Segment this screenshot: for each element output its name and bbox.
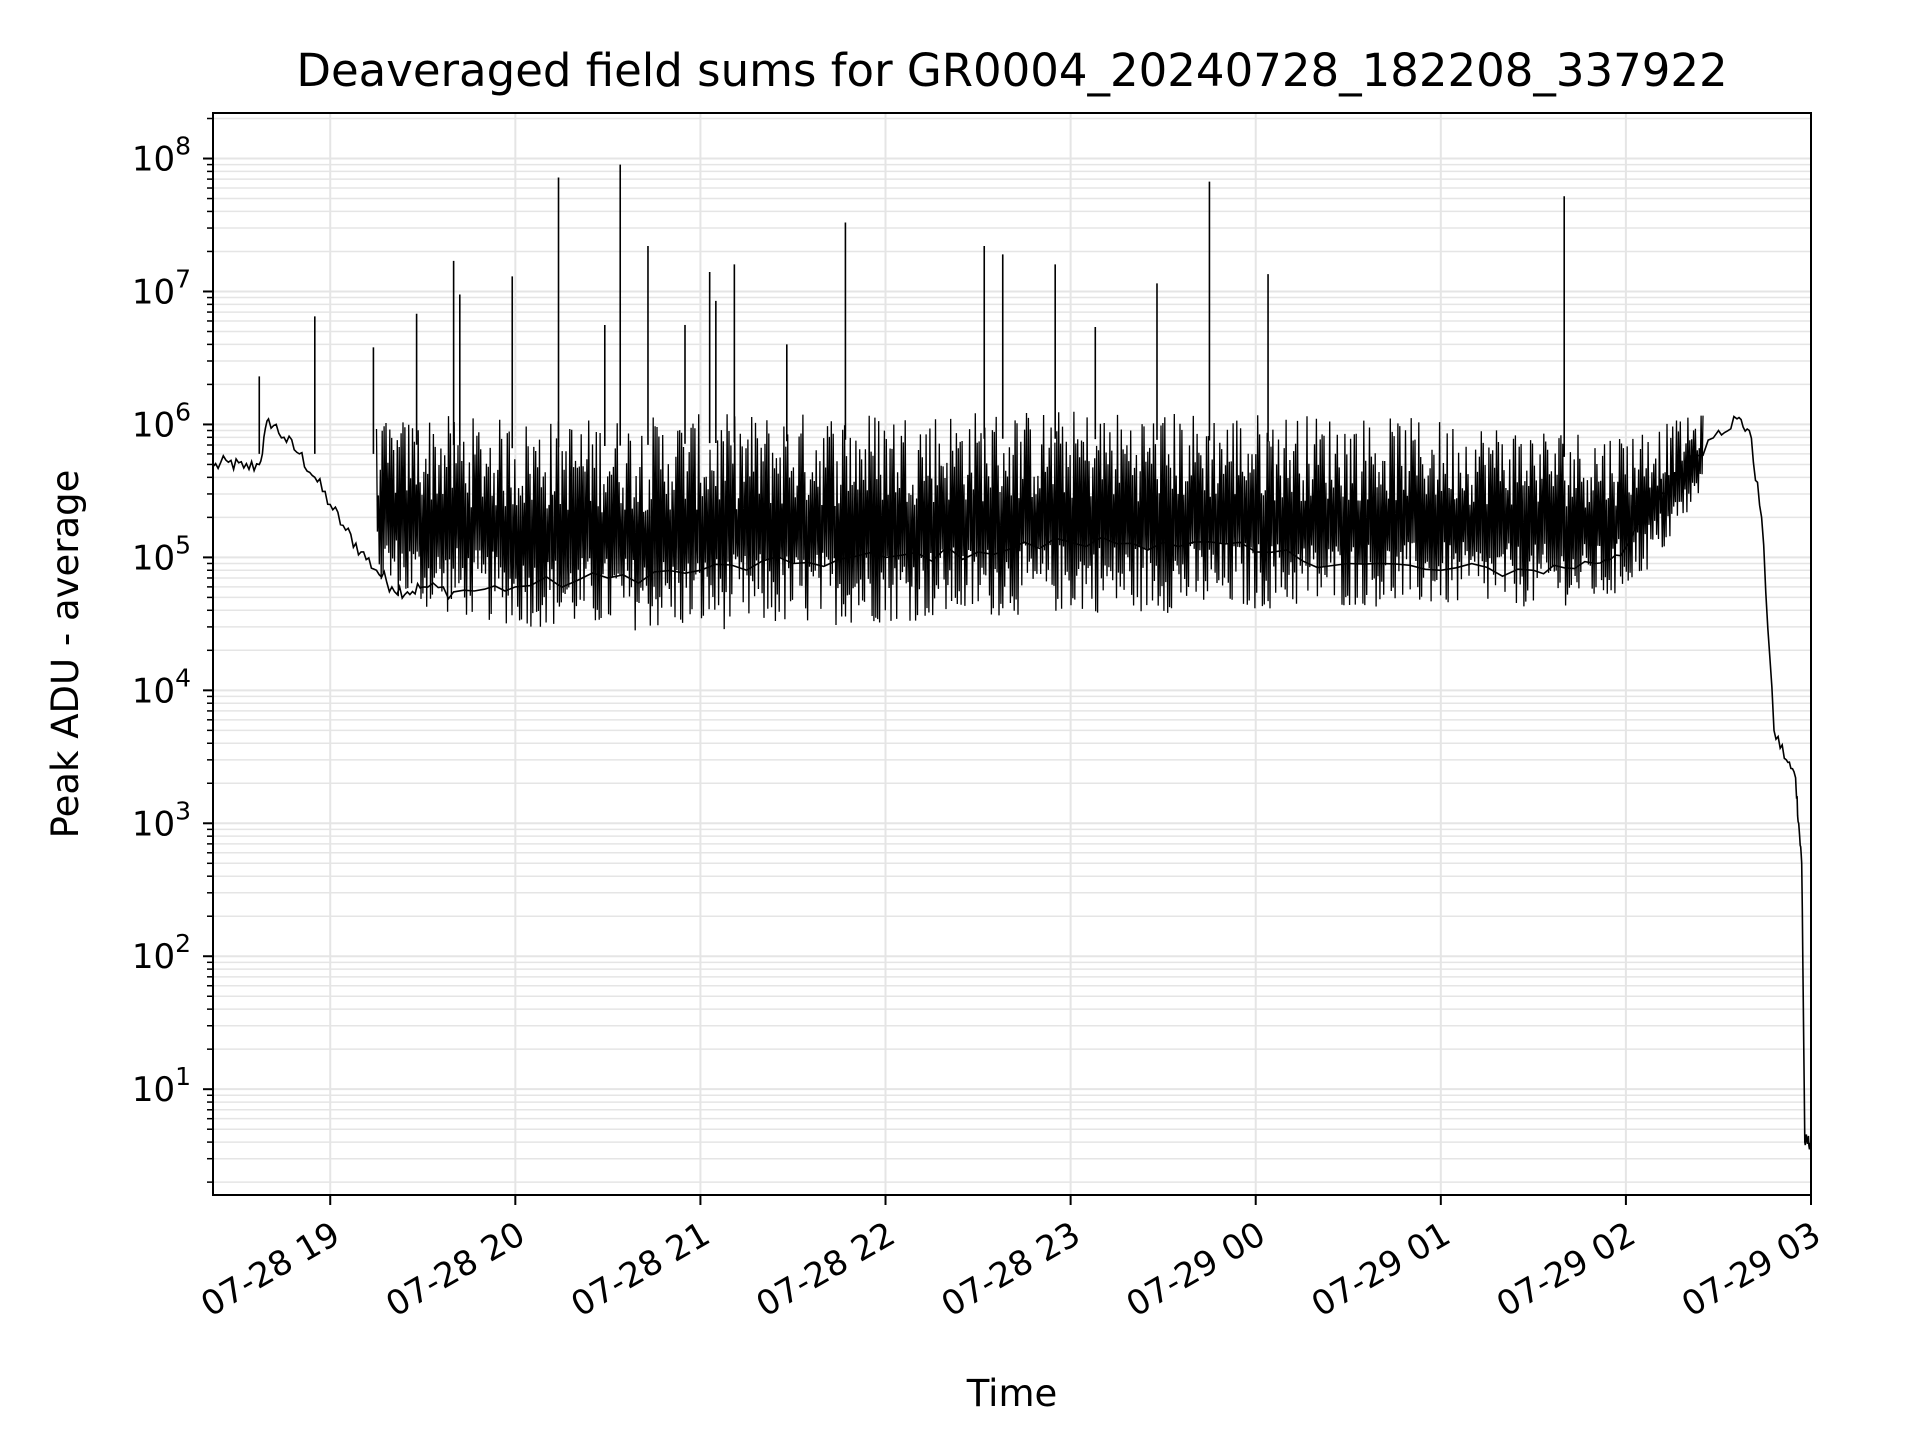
plot-area-frame [212,112,1812,1196]
data-series [212,164,1812,1150]
series-oscillation [375,411,1704,631]
y-tick-exponent: 2 [175,929,191,958]
y-tick-exponent: 7 [175,264,191,293]
y-tick-exponent: 6 [175,397,191,426]
y-tick-label: 107 [132,264,191,312]
y-tick-label: 106 [132,397,191,445]
y-tick-exponent: 1 [175,1062,191,1091]
y-tick-exponent: 4 [175,663,191,692]
y-axis-title: Peak ADU - average [44,470,87,839]
y-tick-exponent: 5 [175,530,191,559]
y-tick-exponent: 3 [175,796,191,825]
chart-title: Deaveraged field sums for GR0004_2024072… [296,44,1727,97]
y-tick-exponent: 8 [175,132,191,161]
grid-lines [213,113,1812,1195]
x-axis-title: Time [966,1372,1058,1415]
